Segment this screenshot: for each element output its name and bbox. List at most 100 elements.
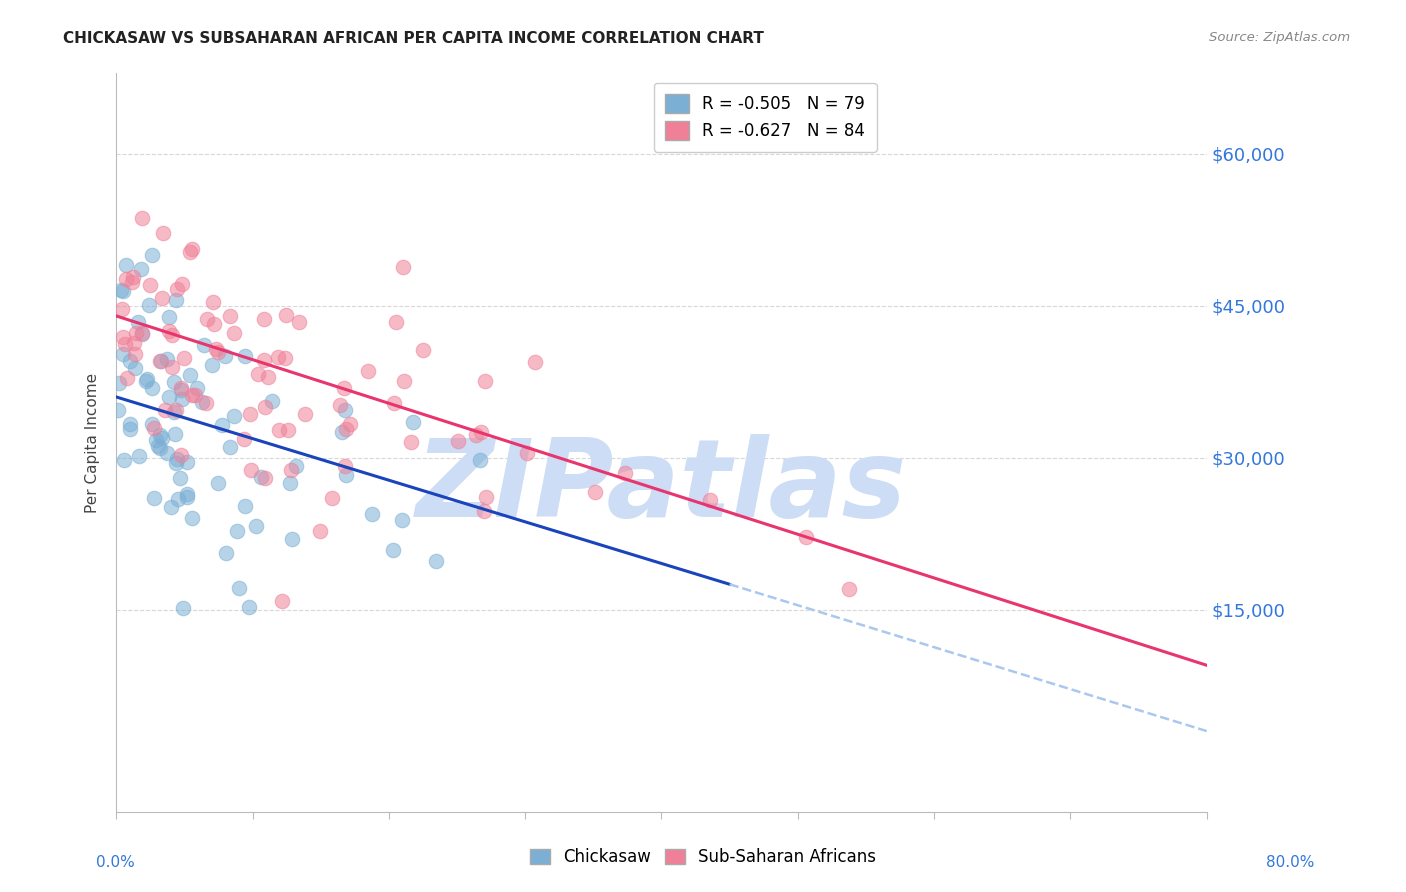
Chickasaw xyxy=(150,430,173,444)
Sub-Saharan Africans xyxy=(124,335,146,350)
Chickasaw xyxy=(402,415,425,429)
Sub-Saharan Africans xyxy=(114,337,136,351)
Chickasaw xyxy=(193,338,215,352)
Chickasaw xyxy=(131,327,153,342)
Chickasaw xyxy=(330,425,353,439)
Chickasaw xyxy=(191,395,214,409)
Sub-Saharan Africans xyxy=(475,491,498,505)
Sub-Saharan Africans xyxy=(157,324,180,338)
Chickasaw xyxy=(145,434,167,448)
Sub-Saharan Africans xyxy=(382,396,405,410)
Sub-Saharan Africans xyxy=(335,422,357,436)
Sub-Saharan Africans xyxy=(202,317,225,331)
Chickasaw xyxy=(186,381,208,395)
Sub-Saharan Africans xyxy=(131,326,153,340)
Sub-Saharan Africans xyxy=(276,309,298,323)
Sub-Saharan Africans xyxy=(583,485,606,500)
Chickasaw xyxy=(165,293,187,307)
Sub-Saharan Africans xyxy=(267,351,290,365)
Sub-Saharan Africans xyxy=(149,353,172,368)
Chickasaw xyxy=(142,491,165,505)
Sub-Saharan Africans xyxy=(115,371,138,385)
Sub-Saharan Africans xyxy=(357,364,380,378)
Sub-Saharan Africans xyxy=(219,309,242,323)
Sub-Saharan Africans xyxy=(252,312,274,326)
Sub-Saharan Africans xyxy=(233,432,256,446)
Sub-Saharan Africans xyxy=(294,407,316,421)
Chickasaw xyxy=(110,283,132,297)
Text: CHICKASAW VS SUBSAHARAN AFRICAN PER CAPITA INCOME CORRELATION CHART: CHICKASAW VS SUBSAHARAN AFRICAN PER CAPI… xyxy=(63,31,763,46)
Chickasaw xyxy=(235,349,257,363)
Sub-Saharan Africans xyxy=(207,345,229,359)
Sub-Saharan Africans xyxy=(121,275,143,289)
Sub-Saharan Africans xyxy=(111,330,134,344)
Chickasaw xyxy=(166,452,188,467)
Sub-Saharan Africans xyxy=(254,471,277,485)
Sub-Saharan Africans xyxy=(111,302,134,317)
Chickasaw xyxy=(333,403,356,417)
Sub-Saharan Africans xyxy=(165,403,187,417)
Chickasaw xyxy=(176,487,198,501)
Text: 80.0%: 80.0% xyxy=(1267,855,1315,870)
Sub-Saharan Africans xyxy=(124,347,146,361)
Chickasaw xyxy=(141,417,163,432)
Chickasaw xyxy=(285,458,308,473)
Chickasaw xyxy=(149,441,172,455)
Chickasaw xyxy=(335,468,357,483)
Sub-Saharan Africans xyxy=(160,359,183,374)
Sub-Saharan Africans xyxy=(238,407,260,421)
Chickasaw xyxy=(169,471,191,485)
Sub-Saharan Africans xyxy=(274,351,297,365)
Chickasaw xyxy=(163,405,186,419)
Sub-Saharan Africans xyxy=(401,435,423,450)
Sub-Saharan Africans xyxy=(179,245,201,260)
Chickasaw xyxy=(112,453,135,467)
Sub-Saharan Africans xyxy=(253,353,276,368)
Sub-Saharan Africans xyxy=(392,260,415,275)
Chickasaw xyxy=(107,376,129,391)
Chickasaw xyxy=(281,533,304,547)
Sub-Saharan Africans xyxy=(339,417,361,431)
Chickasaw xyxy=(112,284,135,298)
Legend: R = -0.505   N = 79, R = -0.627   N = 84: R = -0.505 N = 79, R = -0.627 N = 84 xyxy=(654,83,877,152)
Sub-Saharan Africans xyxy=(288,315,311,329)
Sub-Saharan Africans xyxy=(333,381,356,395)
Sub-Saharan Africans xyxy=(180,388,202,402)
Chickasaw xyxy=(181,511,204,525)
Sub-Saharan Africans xyxy=(394,374,416,388)
Chickasaw xyxy=(245,519,267,533)
Chickasaw xyxy=(138,298,160,312)
Chickasaw xyxy=(124,361,146,376)
Chickasaw xyxy=(156,351,179,366)
Sub-Saharan Africans xyxy=(472,504,495,518)
Chickasaw xyxy=(120,422,142,436)
Chickasaw xyxy=(425,554,447,568)
Sub-Saharan Africans xyxy=(143,420,166,434)
Chickasaw xyxy=(391,513,413,527)
Chickasaw xyxy=(157,391,180,405)
Sub-Saharan Africans xyxy=(329,398,352,412)
Sub-Saharan Africans xyxy=(184,388,207,402)
Sub-Saharan Africans xyxy=(194,395,217,409)
Chickasaw xyxy=(215,546,238,560)
Chickasaw xyxy=(114,258,136,272)
Sub-Saharan Africans xyxy=(170,448,193,462)
Chickasaw xyxy=(172,601,194,615)
Sub-Saharan Africans xyxy=(794,530,817,544)
Legend: Chickasaw, Sub-Saharan Africans: Chickasaw, Sub-Saharan Africans xyxy=(523,842,883,873)
Chickasaw xyxy=(111,347,134,361)
Sub-Saharan Africans xyxy=(205,342,228,356)
Sub-Saharan Africans xyxy=(201,294,224,309)
Sub-Saharan Africans xyxy=(170,381,193,395)
Sub-Saharan Africans xyxy=(240,462,263,476)
Sub-Saharan Africans xyxy=(122,270,145,285)
Chickasaw xyxy=(228,581,250,595)
Chickasaw xyxy=(136,372,159,386)
Chickasaw xyxy=(149,428,172,442)
Chickasaw xyxy=(146,439,169,453)
Sub-Saharan Africans xyxy=(170,277,193,292)
Chickasaw xyxy=(163,376,186,390)
Chickasaw xyxy=(238,600,260,615)
Sub-Saharan Africans xyxy=(412,343,434,357)
Sub-Saharan Africans xyxy=(523,355,546,369)
